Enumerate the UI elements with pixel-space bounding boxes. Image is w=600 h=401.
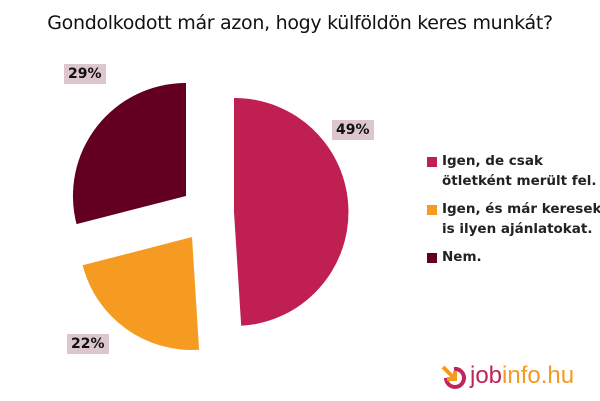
jobinfo-logo: jobinfo.hu	[440, 362, 600, 392]
chart-legend: Igen, de csak ötletként merült fel. Igen…	[427, 151, 600, 275]
legend-item: Igen, de csak ötletként merült fel.	[427, 151, 600, 191]
slice-nem	[72, 82, 186, 225]
legend-swatch-orange	[427, 205, 437, 215]
chart-title: Gondolkodott már azon, hogy külföldön ke…	[47, 12, 553, 34]
logo-arrow-icon	[441, 365, 466, 389]
slice-igen-otletkent	[234, 97, 349, 326]
slice-igen-keresek	[82, 237, 200, 351]
legend-item: Igen, és már keresek is ilyen ajánlatoka…	[427, 199, 600, 239]
data-label-22: 22%	[67, 334, 109, 354]
data-label-29: 29%	[64, 64, 106, 84]
legend-swatch-pink	[427, 157, 437, 167]
data-label-49: 49%	[332, 120, 374, 140]
legend-swatch-dark	[427, 253, 437, 263]
legend-item: Nem.	[427, 247, 600, 267]
